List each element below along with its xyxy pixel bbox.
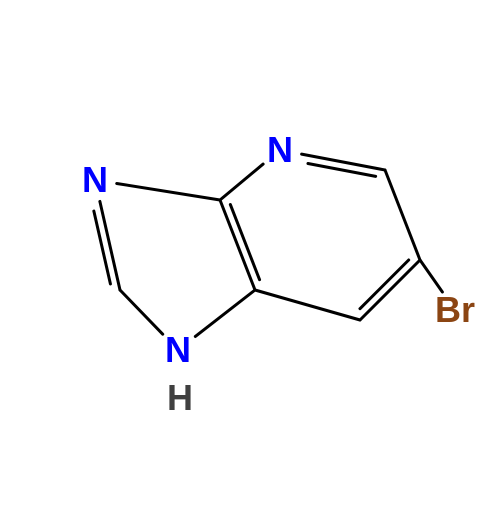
bond-line xyxy=(420,260,442,292)
bond-line xyxy=(94,211,111,284)
atom-N1: N xyxy=(82,159,108,201)
molecule-canvas: NNHNBr xyxy=(0,0,500,500)
bond-line xyxy=(255,290,360,320)
bond-line xyxy=(360,260,420,320)
bond-line xyxy=(220,200,255,290)
bond-line xyxy=(195,290,255,336)
atom-H3: H xyxy=(167,377,193,419)
bond-line xyxy=(385,170,420,260)
bond-line xyxy=(360,260,409,309)
bond-line xyxy=(117,183,220,200)
bond-line xyxy=(230,205,259,280)
atom-N4: N xyxy=(267,129,293,171)
bond-line xyxy=(302,154,385,170)
bond-line xyxy=(220,164,263,200)
atom-N3: N xyxy=(165,329,191,371)
bond-line xyxy=(120,290,163,334)
bonds-layer xyxy=(0,0,500,500)
atom-Br: Br xyxy=(435,289,475,331)
